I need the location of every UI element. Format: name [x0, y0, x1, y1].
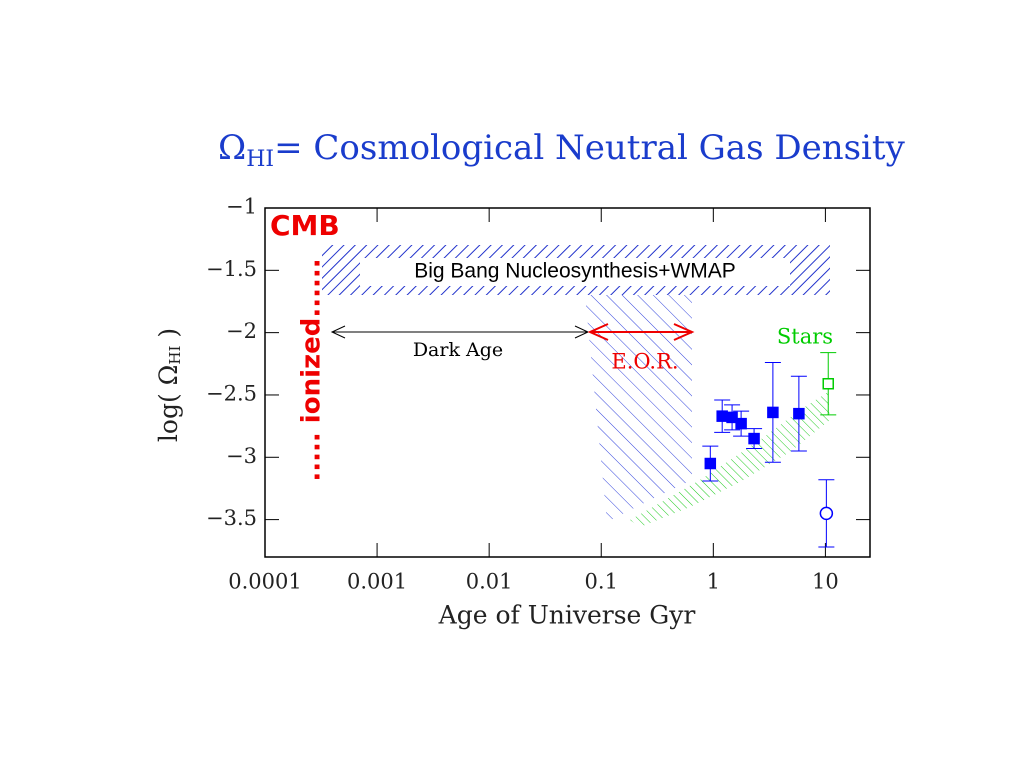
y-label-prefix: log( Ω: [154, 365, 183, 442]
y-tick-label: −3: [226, 444, 257, 468]
annotation: Stars: [777, 325, 833, 349]
point: [822, 377, 834, 390]
y-tick-label: −2.5: [206, 381, 257, 405]
point: [748, 432, 760, 445]
x-axis-label: Age of Universe Gyr: [438, 601, 696, 630]
annotation: CMB: [270, 209, 340, 242]
x-tick-label: 0.001: [347, 570, 407, 594]
point: [767, 406, 779, 419]
y-tick-label: −3.5: [206, 506, 257, 530]
plot-frame: [264, 207, 871, 558]
chart-title: ΩHI= Cosmological Neutral Gas Density: [218, 128, 906, 172]
y-label-suffix: ): [154, 328, 183, 346]
point: [726, 411, 738, 424]
arrow-head: [330, 325, 346, 339]
annotation: Big Bang Nucleosynthesis+WMAP: [414, 260, 736, 283]
x-tick-label: 10: [812, 570, 839, 594]
arrow-head: [673, 323, 695, 341]
y-tick-label: −2: [226, 319, 257, 343]
x-tick-label: 0.1: [585, 570, 618, 594]
annotation: ..... ionized......: [297, 258, 327, 481]
y-tick-label: −1: [226, 195, 257, 219]
x-tick-label: 0.01: [466, 570, 513, 594]
point: [716, 410, 728, 422]
y-label-subscript: HI: [166, 346, 184, 365]
annotation: Dark Age: [413, 339, 503, 361]
title-text: = Cosmological Neutral Gas Density: [274, 128, 906, 168]
point: [735, 417, 747, 430]
point: [819, 506, 834, 521]
stars-region: [630, 392, 830, 527]
y-axis-label: log( ΩHI ): [154, 328, 185, 442]
point: [793, 407, 805, 420]
point: [704, 457, 717, 470]
x-tick-label: 0.0001: [228, 570, 301, 594]
bbn-label-box: [360, 258, 790, 286]
x-tick-label: 1: [707, 570, 720, 594]
title-subscript: HI: [246, 147, 274, 172]
eor-region: [585, 295, 692, 522]
title-symbol: Ω: [218, 128, 246, 168]
annotation: E.O.R.: [611, 350, 678, 374]
arrow-head: [587, 323, 609, 341]
y-tick-label: −1.5: [206, 257, 257, 281]
